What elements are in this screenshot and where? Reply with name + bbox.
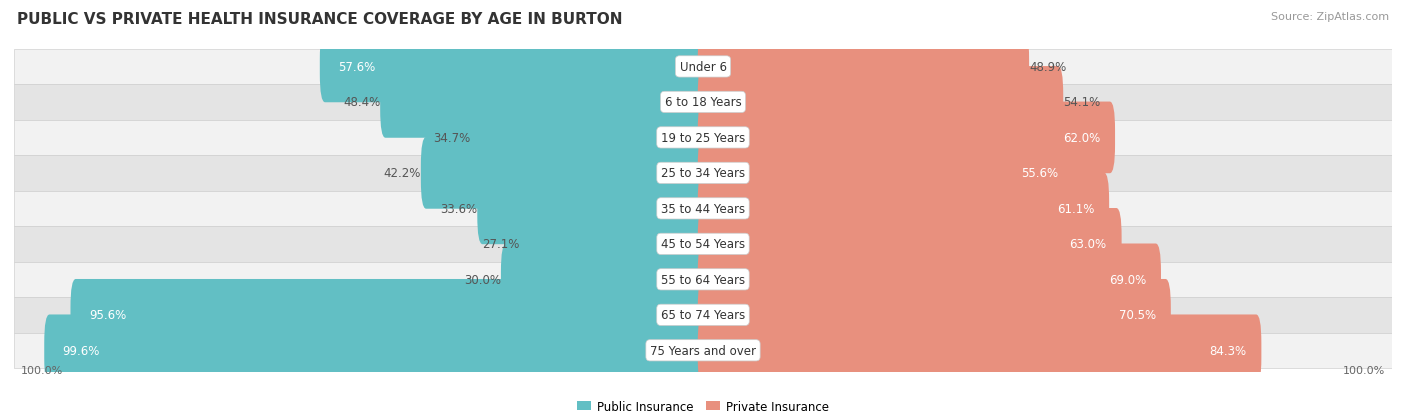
FancyBboxPatch shape (697, 209, 1122, 280)
FancyBboxPatch shape (697, 138, 1073, 209)
FancyBboxPatch shape (470, 102, 709, 174)
Text: 33.6%: 33.6% (440, 202, 477, 215)
Text: 99.6%: 99.6% (63, 344, 100, 357)
Text: 100.0%: 100.0% (21, 365, 63, 375)
Text: 45 to 54 Years: 45 to 54 Years (661, 238, 745, 251)
Text: 42.2%: 42.2% (384, 167, 420, 180)
Text: 30.0%: 30.0% (464, 273, 501, 286)
Text: 27.1%: 27.1% (482, 238, 520, 251)
FancyBboxPatch shape (70, 279, 709, 351)
Text: 63.0%: 63.0% (1070, 238, 1107, 251)
Text: 61.1%: 61.1% (1057, 202, 1094, 215)
FancyBboxPatch shape (14, 227, 1392, 262)
Text: PUBLIC VS PRIVATE HEALTH INSURANCE COVERAGE BY AGE IN BURTON: PUBLIC VS PRIVATE HEALTH INSURANCE COVER… (17, 12, 623, 27)
FancyBboxPatch shape (697, 279, 1171, 351)
FancyBboxPatch shape (380, 67, 709, 138)
FancyBboxPatch shape (14, 85, 1392, 120)
Text: Source: ZipAtlas.com: Source: ZipAtlas.com (1271, 12, 1389, 22)
FancyBboxPatch shape (697, 31, 1029, 103)
Text: 48.9%: 48.9% (1029, 61, 1066, 74)
Text: 54.1%: 54.1% (1063, 96, 1101, 109)
Text: 69.0%: 69.0% (1109, 273, 1146, 286)
FancyBboxPatch shape (697, 244, 1161, 316)
Text: 100.0%: 100.0% (1343, 365, 1385, 375)
Text: 25 to 34 Years: 25 to 34 Years (661, 167, 745, 180)
Text: 35 to 44 Years: 35 to 44 Years (661, 202, 745, 215)
FancyBboxPatch shape (520, 209, 709, 280)
Text: 65 to 74 Years: 65 to 74 Years (661, 309, 745, 322)
Text: 57.6%: 57.6% (339, 61, 375, 74)
FancyBboxPatch shape (477, 173, 709, 244)
Text: 34.7%: 34.7% (433, 132, 470, 145)
Legend: Public Insurance, Private Insurance: Public Insurance, Private Insurance (572, 395, 834, 413)
FancyBboxPatch shape (501, 244, 709, 316)
Text: 55.6%: 55.6% (1021, 167, 1057, 180)
FancyBboxPatch shape (697, 173, 1109, 244)
Text: Under 6: Under 6 (679, 61, 727, 74)
FancyBboxPatch shape (420, 138, 709, 209)
FancyBboxPatch shape (14, 191, 1392, 227)
Text: 6 to 18 Years: 6 to 18 Years (665, 96, 741, 109)
FancyBboxPatch shape (697, 67, 1063, 138)
FancyBboxPatch shape (14, 333, 1392, 368)
FancyBboxPatch shape (319, 31, 709, 103)
FancyBboxPatch shape (14, 156, 1392, 191)
Text: 75 Years and over: 75 Years and over (650, 344, 756, 357)
Text: 70.5%: 70.5% (1119, 309, 1156, 322)
FancyBboxPatch shape (697, 315, 1261, 386)
FancyBboxPatch shape (44, 315, 709, 386)
FancyBboxPatch shape (697, 102, 1115, 174)
FancyBboxPatch shape (14, 50, 1392, 85)
Text: 62.0%: 62.0% (1063, 132, 1099, 145)
FancyBboxPatch shape (14, 120, 1392, 156)
Text: 19 to 25 Years: 19 to 25 Years (661, 132, 745, 145)
Text: 48.4%: 48.4% (343, 96, 380, 109)
FancyBboxPatch shape (14, 297, 1392, 333)
Text: 84.3%: 84.3% (1209, 344, 1246, 357)
Text: 55 to 64 Years: 55 to 64 Years (661, 273, 745, 286)
FancyBboxPatch shape (14, 262, 1392, 297)
Text: 95.6%: 95.6% (89, 309, 127, 322)
